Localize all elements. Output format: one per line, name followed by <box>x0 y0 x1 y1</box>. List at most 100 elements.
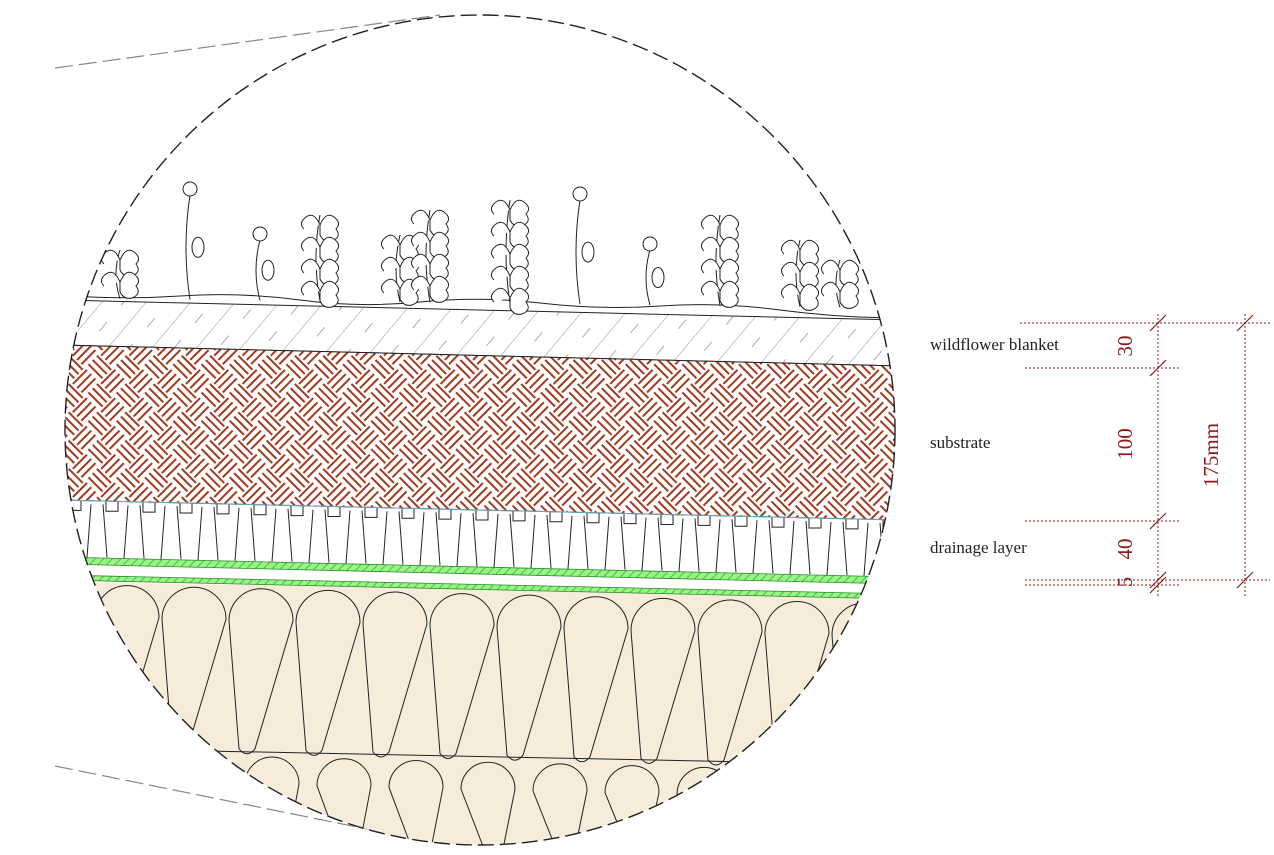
drainage-cell <box>68 500 108 558</box>
leaf <box>191 236 205 258</box>
plant-stem <box>645 249 651 306</box>
dim-blanket: 30 <box>1113 336 1137 357</box>
layer-label: drainage layer <box>930 538 1027 557</box>
drainage-cell <box>771 517 811 575</box>
flower-bud <box>642 236 658 252</box>
drainage-cell <box>586 512 626 570</box>
drainage-cell <box>290 505 330 563</box>
insulation <box>65 582 895 845</box>
flower-bud <box>572 186 588 202</box>
leaf <box>410 231 431 247</box>
leaf <box>651 267 665 289</box>
dim-membrane: 5 <box>1113 577 1137 588</box>
drainage-base <box>65 499 895 521</box>
drainage-cell <box>882 519 895 577</box>
section <box>65 181 895 845</box>
drainage-cell <box>216 503 256 561</box>
leaf <box>780 261 801 277</box>
insulation-fibre <box>244 756 300 845</box>
insulation-fibre <box>65 583 93 750</box>
insulation-fibre <box>460 761 516 845</box>
insulation-fibre <box>316 758 372 845</box>
leaf <box>700 258 721 274</box>
leaf <box>490 243 511 259</box>
drainage-cell <box>179 503 219 561</box>
blanket-layer <box>65 299 895 367</box>
leaf <box>780 283 801 299</box>
leaf <box>319 280 340 308</box>
insulation-fibre <box>604 765 660 845</box>
plant-stem <box>425 209 431 303</box>
drainage-cell <box>808 517 848 576</box>
insulation-fibre <box>172 754 228 845</box>
leaf <box>780 239 801 255</box>
plant-stem <box>115 249 121 299</box>
leaf <box>700 236 721 252</box>
leaf <box>490 287 511 303</box>
plant-stem <box>715 214 721 306</box>
leaf <box>410 275 431 291</box>
membrane-strip <box>65 574 895 600</box>
drainage-cell <box>660 514 700 572</box>
plant-stem <box>185 194 191 300</box>
leaf <box>700 280 721 296</box>
drainage-cell <box>549 511 589 569</box>
dim-substrate: 100 <box>1113 428 1137 460</box>
leaf <box>300 258 321 274</box>
leaf <box>119 271 140 299</box>
leaf <box>820 259 841 275</box>
leader-lines <box>54 14 441 831</box>
drainage-cell <box>475 510 515 568</box>
leaf <box>261 259 275 281</box>
drainage-cell <box>623 513 663 571</box>
insulation-fibre <box>532 763 588 845</box>
insulation-fibre <box>362 591 428 758</box>
layer-label: wildflower blanket <box>930 335 1059 354</box>
leaf <box>410 253 431 269</box>
leaf <box>410 209 431 225</box>
insulation-fibre <box>748 768 804 845</box>
leaf <box>839 281 860 309</box>
leaf <box>380 234 401 250</box>
drainage-cell <box>142 502 182 560</box>
dim-drainage: 40 <box>1113 539 1137 560</box>
drainage-cell <box>401 508 441 566</box>
flower-bud <box>182 181 198 197</box>
flower-bud <box>252 226 268 242</box>
ground-line <box>65 294 895 319</box>
leaf <box>509 287 530 315</box>
drainage-cell <box>438 509 478 567</box>
leaf <box>820 281 841 297</box>
leaf <box>719 280 740 308</box>
leaf <box>799 283 820 311</box>
plant-stem <box>835 259 841 308</box>
drainage-cell <box>697 515 737 573</box>
leaf <box>490 221 511 237</box>
insulation-fibre <box>563 596 629 763</box>
substrate-layer <box>65 344 895 521</box>
filter-strip <box>65 556 895 585</box>
leaf <box>429 275 450 303</box>
drainage-cell <box>327 506 367 564</box>
insulation-fibre <box>697 599 763 766</box>
leaf <box>490 199 511 215</box>
insulation-fibre <box>429 593 495 760</box>
leaf <box>581 241 595 263</box>
drainage-cell <box>105 501 145 559</box>
insulation-fibre <box>388 759 444 845</box>
dim-total: 175mm <box>1199 423 1223 487</box>
layer-label: substrate <box>930 433 990 452</box>
insulation-fibre <box>228 588 294 755</box>
insulation-fibre <box>295 589 361 756</box>
insulation-fibre <box>630 597 696 764</box>
drainage-cell <box>734 516 774 574</box>
drainage-cell <box>512 510 552 568</box>
drainage-cell <box>253 504 293 562</box>
leaf <box>700 214 721 230</box>
leaf <box>300 214 321 230</box>
leaf <box>380 278 401 294</box>
plant-stem <box>575 199 581 305</box>
detail-circle <box>64 14 896 846</box>
leaf <box>380 256 401 272</box>
